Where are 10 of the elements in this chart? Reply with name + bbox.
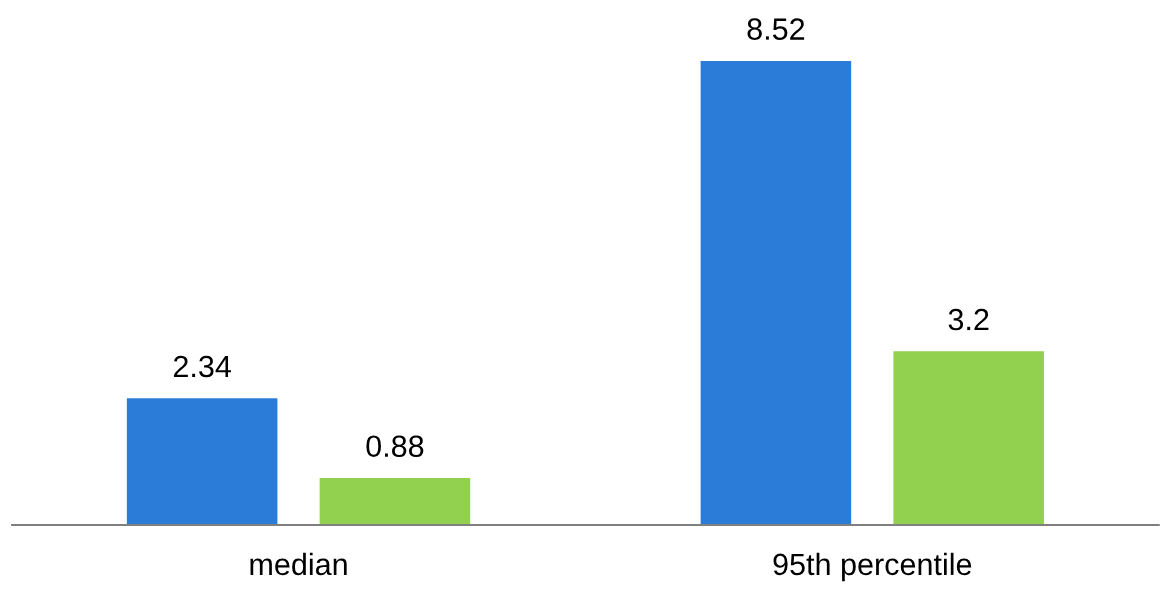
bar (124, 396, 280, 525)
data-label: 0.88 (366, 435, 424, 458)
data-label: 3.2 (948, 308, 989, 331)
bar (891, 349, 1047, 525)
data-label: 8.52 (747, 18, 805, 40)
data-label: 2.34 (173, 355, 231, 378)
x-tick-label: median (250, 552, 347, 576)
bar (317, 475, 473, 525)
bar (698, 58, 854, 525)
x-tick-label: 95th percentile (773, 552, 972, 582)
